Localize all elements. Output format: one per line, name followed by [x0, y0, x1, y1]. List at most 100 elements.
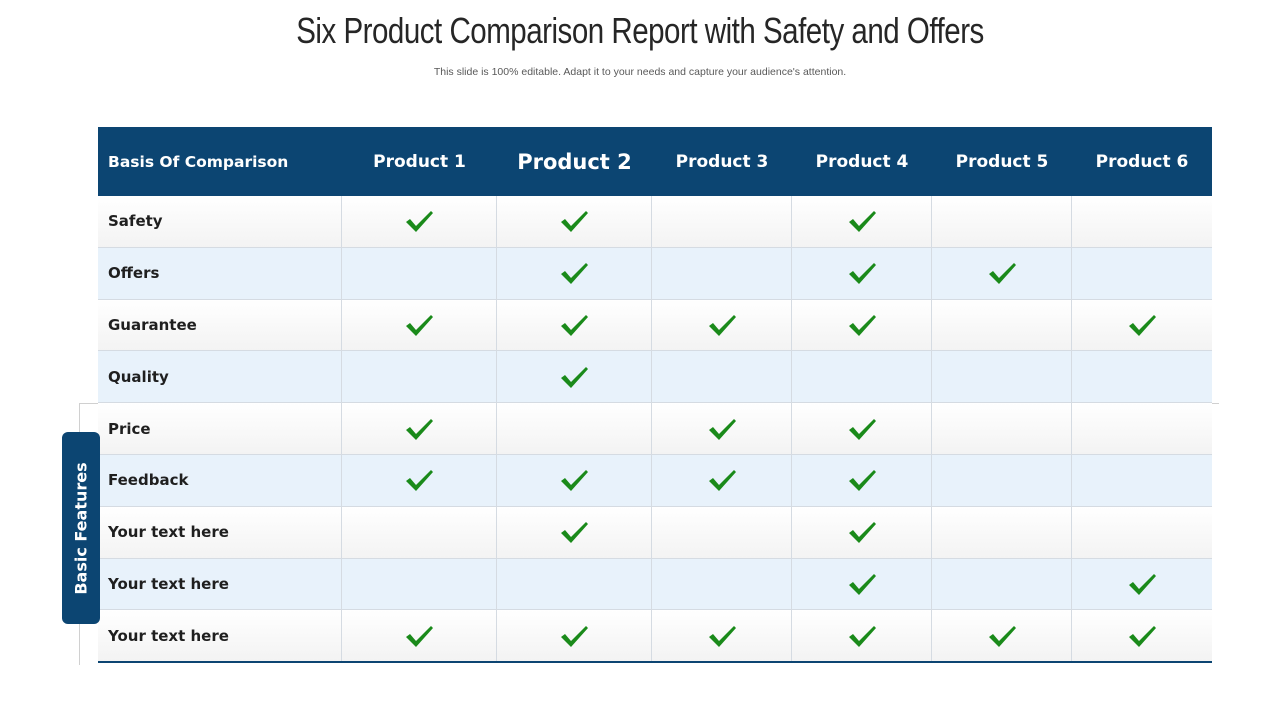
row-label: Your text here	[108, 626, 229, 645]
header-product-2: Product 2	[517, 149, 632, 174]
checkmark-icon	[559, 260, 589, 286]
row-label-cell: Guarantee	[98, 299, 342, 351]
checkmark-icon	[707, 312, 737, 338]
checkmark-icon	[847, 416, 877, 442]
checkmark-icon	[559, 519, 589, 545]
product-3-cell	[652, 610, 792, 662]
checkmark-icon	[707, 623, 737, 649]
checkmark-icon	[707, 467, 737, 493]
row-label: Price	[108, 419, 151, 438]
product-5-cell	[932, 247, 1072, 299]
row-label-cell: Quality	[98, 351, 342, 403]
product-5-cell	[932, 506, 1072, 558]
product-2-cell	[497, 506, 652, 558]
table-row: Your text here	[98, 506, 1212, 559]
product-2-cell	[497, 351, 652, 403]
table-row: Quality	[98, 351, 1212, 404]
table-row: Offers	[98, 247, 1212, 300]
product-3-cell	[652, 299, 792, 351]
product-1-cell	[342, 247, 497, 299]
checkmark-icon	[707, 416, 737, 442]
header-product-6: Product 6	[1095, 151, 1189, 172]
product-6-cell	[1072, 196, 1212, 247]
page-title: Six Product Comparison Report with Safet…	[296, 10, 984, 51]
product-6-cell	[1072, 300, 1212, 351]
product-2-cell	[497, 247, 652, 299]
checkmark-icon	[404, 312, 434, 338]
product-5-cell	[932, 558, 1072, 610]
product-1-cell	[342, 351, 497, 403]
row-label-cell: Your text here	[98, 558, 342, 610]
header-product-5: Product 5	[955, 151, 1049, 172]
row-label: Your text here	[108, 523, 229, 542]
checkmark-icon	[559, 208, 589, 234]
product-6-cell	[1072, 455, 1212, 506]
product-1-cell	[342, 506, 497, 558]
product-4-cell	[792, 247, 932, 299]
product-5-cell	[932, 351, 1072, 403]
product-6-cell	[1072, 559, 1212, 610]
product-1-cell	[342, 403, 497, 454]
product-5-cell	[932, 299, 1072, 351]
product-6-cell	[1072, 403, 1212, 454]
product-5-cell	[932, 610, 1072, 662]
row-label: Safety	[108, 212, 163, 231]
row-label: Quality	[108, 367, 169, 386]
table-body: Safety Offers Guarantee Quality Price Feedbac…	[98, 196, 1212, 662]
product-2-cell	[497, 558, 652, 610]
product-1-cell	[342, 196, 497, 247]
checkmark-icon	[559, 312, 589, 338]
product-4-cell	[792, 299, 932, 351]
product-4-cell	[792, 403, 932, 454]
checkmark-icon	[847, 208, 877, 234]
product-1-cell	[342, 558, 497, 610]
header-product-3: Product 3	[675, 151, 769, 172]
product-3-cell	[652, 196, 792, 247]
table-row: Your text here	[98, 610, 1212, 662]
product-3-cell	[652, 506, 792, 558]
checkmark-icon	[1127, 312, 1157, 338]
header-product-4: Product 4	[815, 151, 909, 172]
product-6-cell	[1072, 248, 1212, 299]
page-subtitle: This slide is 100% editable. Adapt it to…	[433, 66, 847, 78]
product-4-cell	[792, 506, 932, 558]
checkmark-icon	[847, 571, 877, 597]
product-5-cell	[932, 403, 1072, 454]
product-1-cell	[342, 454, 497, 506]
product-2-cell	[497, 403, 652, 454]
checkmark-icon	[847, 260, 877, 286]
product-6-cell	[1072, 351, 1212, 402]
row-label-cell: Your text here	[98, 610, 342, 662]
product-2-cell	[497, 299, 652, 351]
checkmark-icon	[847, 623, 877, 649]
checkmark-icon	[1127, 571, 1157, 597]
product-4-cell	[792, 558, 932, 610]
checkmark-icon	[987, 623, 1017, 649]
row-label: Feedback	[108, 471, 189, 490]
product-3-cell	[652, 558, 792, 610]
row-label: Guarantee	[108, 315, 197, 334]
row-label: Offers	[108, 264, 160, 283]
checkmark-icon	[559, 364, 589, 390]
checkmark-icon	[1127, 623, 1157, 649]
product-5-cell	[932, 196, 1072, 247]
product-4-cell	[792, 196, 932, 247]
row-label-cell: Safety	[98, 196, 342, 247]
product-3-cell	[652, 454, 792, 506]
checkmark-icon	[847, 467, 877, 493]
comparison-table: Basis Of Comparison Product 1 Product 2 …	[98, 127, 1212, 664]
product-3-cell	[652, 247, 792, 299]
row-label-cell: Your text here	[98, 506, 342, 558]
product-3-cell	[652, 351, 792, 403]
row-label-cell: Feedback	[98, 454, 342, 506]
checkmark-icon	[559, 623, 589, 649]
table-row: Guarantee	[98, 299, 1212, 352]
table-row: Price	[98, 403, 1212, 455]
checkmark-icon	[404, 208, 434, 234]
checkmark-icon	[847, 519, 877, 545]
row-label: Your text here	[108, 574, 229, 593]
checkmark-icon	[404, 416, 434, 442]
product-4-cell	[792, 351, 932, 403]
product-4-cell	[792, 454, 932, 506]
product-2-cell	[497, 610, 652, 662]
